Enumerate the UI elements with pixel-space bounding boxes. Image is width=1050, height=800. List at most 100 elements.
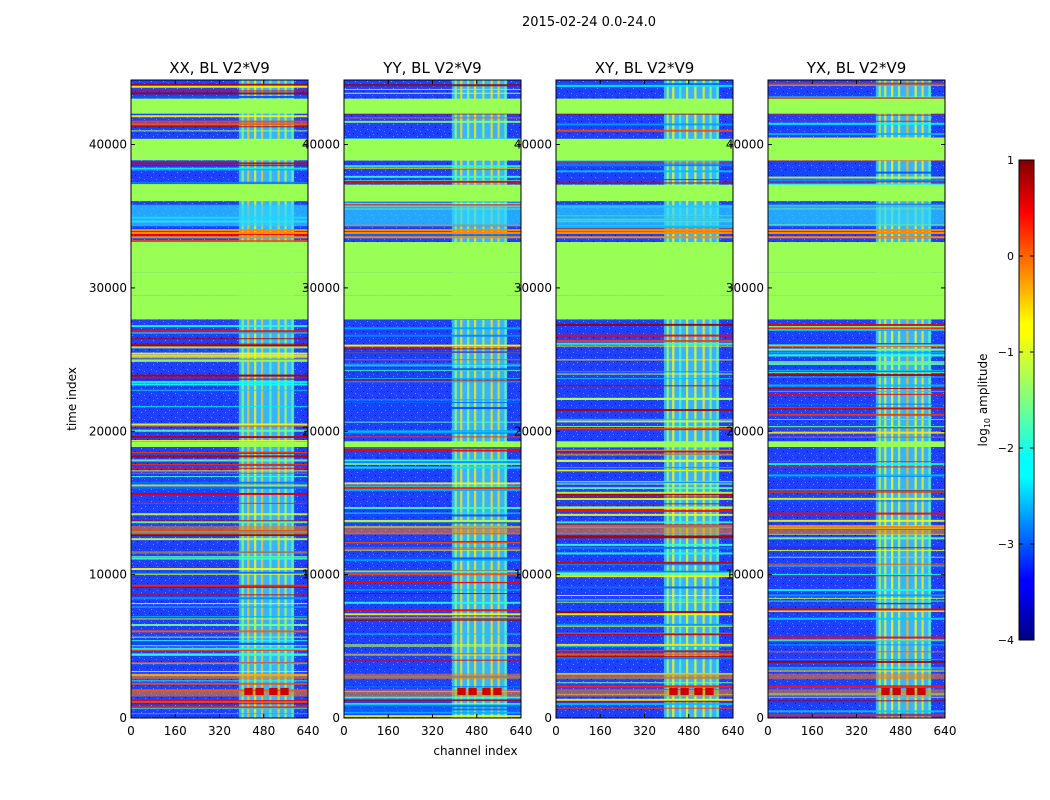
time-line xyxy=(131,642,308,645)
time-line xyxy=(768,603,945,605)
flagged-region xyxy=(556,242,733,273)
y-tick-label: 0 xyxy=(119,711,127,725)
time-line xyxy=(556,586,733,589)
time-line xyxy=(556,371,733,373)
time-line xyxy=(556,450,733,453)
time-line xyxy=(131,653,308,655)
panel-title: XY, BL V2*V9 xyxy=(595,59,695,77)
time-line xyxy=(768,600,945,602)
time-line xyxy=(344,368,521,371)
time-line xyxy=(556,491,733,494)
time-line xyxy=(556,570,733,573)
time-line xyxy=(131,406,308,408)
time-line xyxy=(344,558,521,561)
time-line xyxy=(768,354,945,357)
time-line xyxy=(344,485,521,487)
time-line xyxy=(768,640,945,642)
time-line xyxy=(344,402,521,404)
rfi-stripe xyxy=(897,80,901,718)
time-line xyxy=(131,460,308,462)
strong-band xyxy=(556,673,733,680)
time-line xyxy=(344,482,521,485)
time-line xyxy=(768,670,945,672)
time-line xyxy=(344,686,521,688)
time-line xyxy=(131,484,308,487)
time-line xyxy=(131,440,308,442)
hot-spot xyxy=(482,687,491,696)
time-line xyxy=(131,493,308,495)
time-line xyxy=(768,651,945,653)
heatmap-image xyxy=(556,80,733,718)
orange-line xyxy=(344,236,521,239)
flagged-region xyxy=(131,184,308,202)
hot-spot xyxy=(468,687,477,696)
time-line xyxy=(344,618,521,620)
time-line xyxy=(344,407,521,410)
time-line xyxy=(768,390,945,392)
time-line xyxy=(131,486,308,489)
x-tick-label: 0 xyxy=(127,724,135,738)
time-line xyxy=(768,393,945,395)
y-tick-label: 20000 xyxy=(89,424,127,438)
strong-band xyxy=(768,525,945,535)
time-line xyxy=(344,615,521,617)
time-line xyxy=(768,348,945,351)
time-line xyxy=(768,519,945,522)
hot-spot xyxy=(892,687,901,696)
time-line xyxy=(768,176,945,179)
time-line xyxy=(131,346,308,349)
orange-line xyxy=(556,236,733,239)
x-tick-label: 320 xyxy=(633,724,656,738)
time-line xyxy=(556,385,733,387)
strong-band xyxy=(768,689,945,697)
time-line xyxy=(768,114,945,116)
time-line xyxy=(344,644,521,646)
time-line xyxy=(768,491,945,493)
time-line xyxy=(344,705,521,708)
time-line xyxy=(131,459,308,461)
time-line xyxy=(768,609,945,612)
time-line xyxy=(131,130,308,132)
time-line xyxy=(131,585,308,588)
time-line xyxy=(131,331,308,334)
time-line xyxy=(556,425,733,427)
time-line xyxy=(556,453,733,455)
time-line xyxy=(131,706,308,709)
time-line xyxy=(131,521,308,524)
time-line xyxy=(556,575,733,578)
time-line xyxy=(768,617,945,620)
time-line xyxy=(768,427,945,429)
time-line xyxy=(768,122,945,125)
time-line xyxy=(131,374,308,377)
time-line xyxy=(344,348,521,350)
x-tick-label: 480 xyxy=(889,724,912,738)
time-line xyxy=(131,83,308,86)
flagged-region xyxy=(768,272,945,296)
hot-spot xyxy=(881,687,890,696)
time-line xyxy=(344,601,521,604)
time-line xyxy=(131,680,308,682)
orange-line xyxy=(768,231,945,234)
flagged-region xyxy=(768,242,945,273)
time-line xyxy=(768,563,945,565)
time-line xyxy=(344,431,521,434)
time-line xyxy=(768,327,945,330)
time-line xyxy=(768,474,945,477)
time-line xyxy=(768,419,945,421)
time-line xyxy=(556,345,733,347)
hot-spot xyxy=(669,687,678,696)
time-line xyxy=(344,449,521,452)
time-line xyxy=(768,183,945,186)
time-line xyxy=(131,452,308,454)
time-line xyxy=(768,137,945,140)
rfi-stripe xyxy=(497,80,500,718)
time-line xyxy=(768,323,945,326)
figure-suptitle: 2015-02-24 0.0-24.0 xyxy=(522,15,656,30)
flagged-region xyxy=(344,98,521,114)
time-line xyxy=(344,167,521,169)
time-line xyxy=(768,426,945,429)
time-line xyxy=(344,462,521,465)
time-line xyxy=(768,371,945,374)
time-line xyxy=(556,521,733,524)
orange-line xyxy=(344,229,521,232)
